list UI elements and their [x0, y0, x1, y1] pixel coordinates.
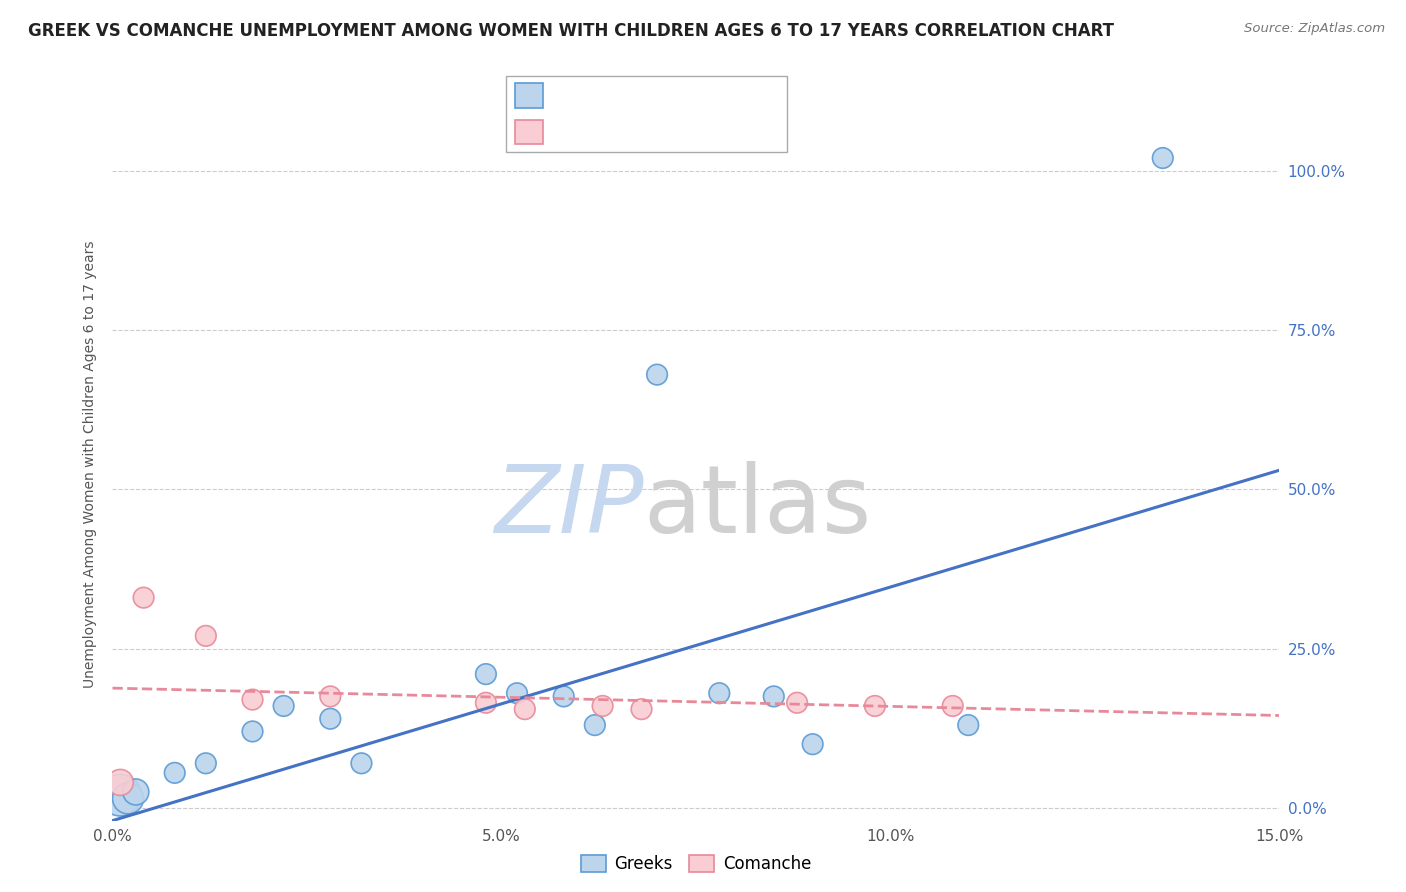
Bar: [515, 120, 543, 144]
Legend: Greeks, Comanche: Greeks, Comanche: [574, 848, 818, 880]
Point: [762, 690, 785, 704]
Text: atlas: atlas: [644, 460, 872, 553]
Point: [786, 696, 808, 710]
Point: [125, 785, 148, 799]
Point: [630, 702, 652, 716]
Point: [863, 698, 886, 713]
Point: [957, 718, 980, 732]
Point: [709, 686, 731, 700]
Text: 0.583: 0.583: [599, 87, 647, 103]
Point: [117, 791, 139, 805]
Point: [592, 698, 614, 713]
Point: [242, 692, 264, 706]
Point: [942, 698, 965, 713]
Point: [273, 698, 295, 713]
Point: [583, 718, 606, 732]
Bar: [515, 84, 543, 108]
Point: [194, 756, 217, 771]
Point: [110, 775, 132, 789]
Text: GREEK VS COMANCHE UNEMPLOYMENT AMONG WOMEN WITH CHILDREN AGES 6 TO 17 YEARS CORR: GREEK VS COMANCHE UNEMPLOYMENT AMONG WOM…: [28, 22, 1114, 40]
Point: [475, 667, 498, 681]
Point: [801, 737, 824, 751]
Text: N = 12: N = 12: [669, 124, 727, 138]
Y-axis label: Unemployment Among Women with Children Ages 6 to 17 years: Unemployment Among Women with Children A…: [83, 240, 97, 688]
Point: [475, 696, 498, 710]
Text: -0.180: -0.180: [599, 124, 654, 138]
Text: Source: ZipAtlas.com: Source: ZipAtlas.com: [1244, 22, 1385, 36]
Point: [513, 702, 536, 716]
Text: R =: R =: [554, 87, 588, 103]
Point: [194, 629, 217, 643]
Point: [319, 690, 342, 704]
Point: [350, 756, 373, 771]
Text: N = 19: N = 19: [669, 87, 727, 103]
Point: [506, 686, 529, 700]
Point: [163, 765, 186, 780]
FancyBboxPatch shape: [506, 76, 787, 152]
Point: [553, 690, 575, 704]
Point: [110, 788, 132, 802]
Text: R =: R =: [554, 124, 588, 138]
Point: [319, 712, 342, 726]
Point: [242, 724, 264, 739]
Point: [132, 591, 155, 605]
Point: [1152, 151, 1174, 165]
Text: ZIP: ZIP: [494, 461, 644, 552]
Point: [645, 368, 668, 382]
